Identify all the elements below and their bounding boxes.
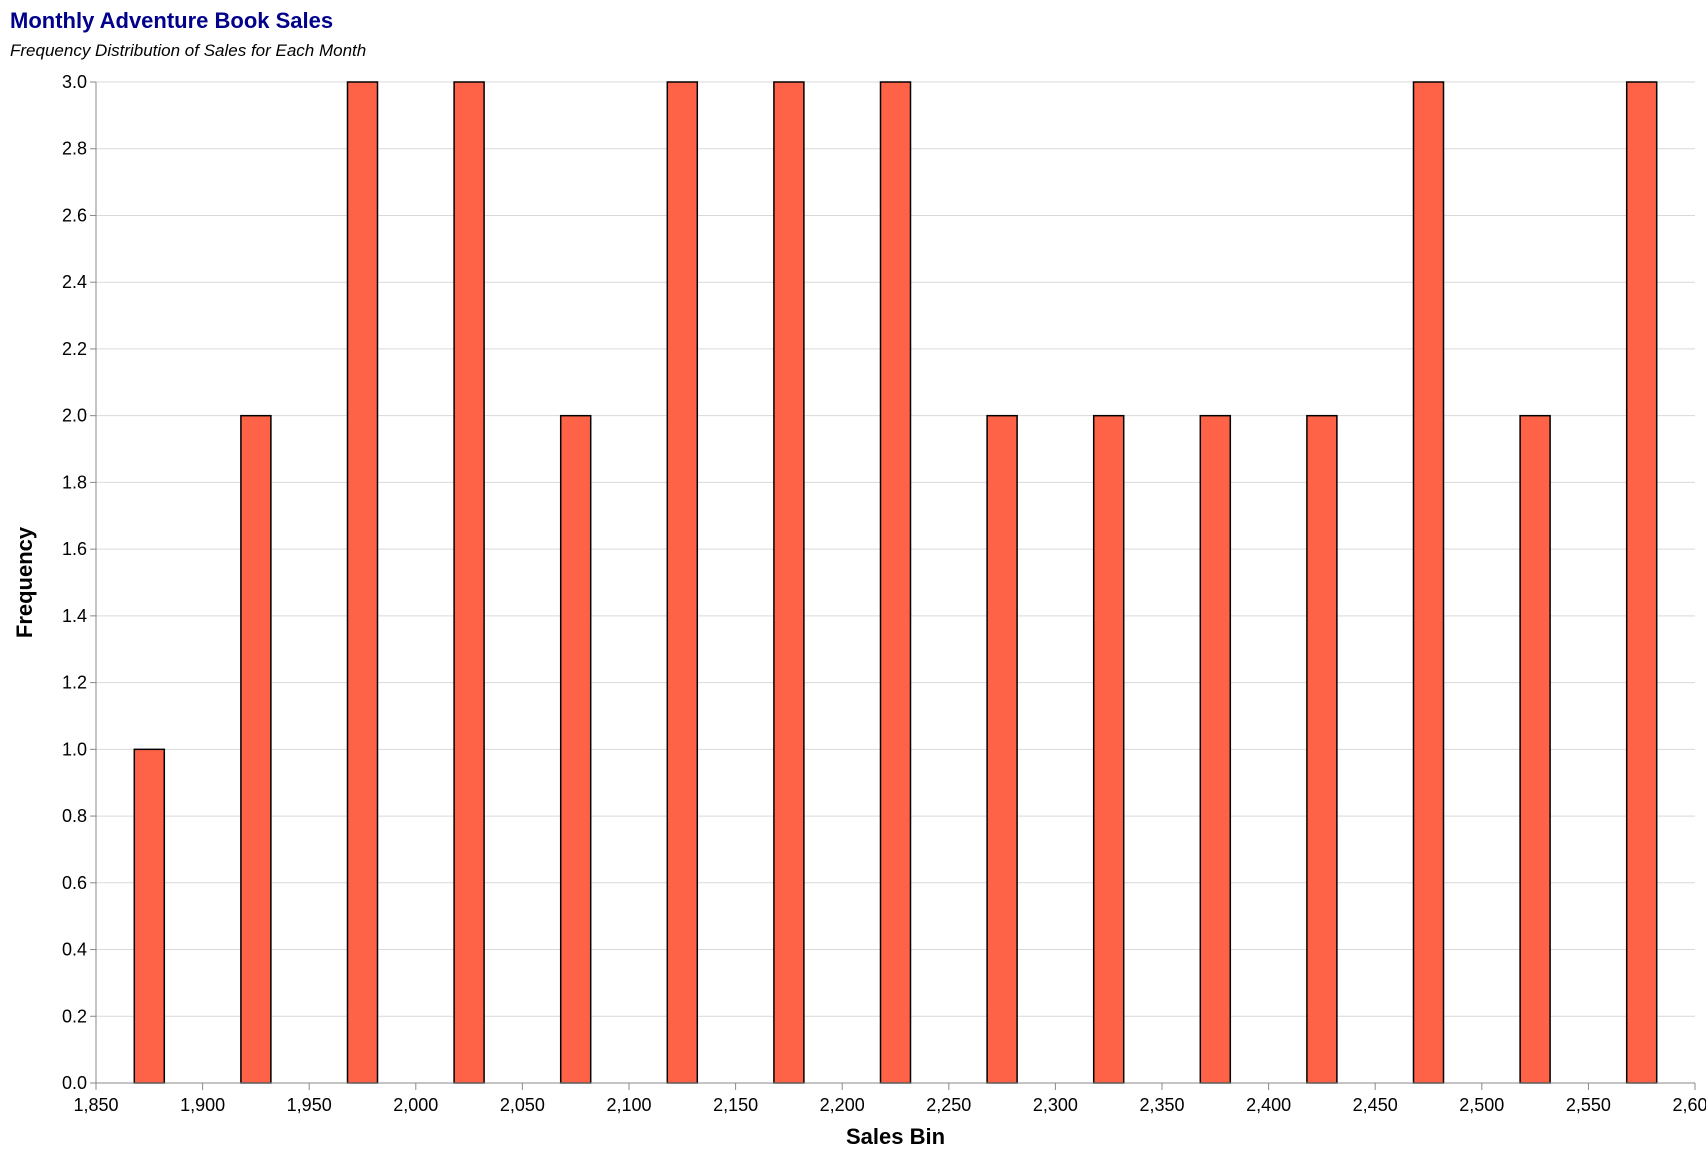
x-tick-label: 2,550 [1566, 1095, 1611, 1115]
y-tick-label: 1.4 [62, 606, 87, 626]
chart-subtitle: Frequency Distribution of Sales for Each… [10, 41, 367, 60]
y-axis-title: Frequency [12, 526, 37, 638]
bar [1199, 414, 1232, 1084]
axes [90, 81, 1696, 1090]
y-tick-label: 0.0 [62, 1073, 87, 1093]
x-tick-label: 2,100 [606, 1095, 651, 1115]
x-tick-label: 2,000 [393, 1095, 438, 1115]
x-tick-label: 2,250 [926, 1095, 971, 1115]
x-tick-label: 2,400 [1246, 1095, 1291, 1115]
y-tick-label: 1.6 [62, 539, 87, 559]
x-tick-label: 1,900 [180, 1095, 225, 1115]
x-tick-label: 1,950 [287, 1095, 332, 1115]
x-tick-label: 2,450 [1353, 1095, 1398, 1115]
bar [773, 81, 805, 1084]
y-tick-label: 1.8 [62, 472, 87, 492]
bar [1306, 414, 1338, 1084]
x-tick-label: 2,200 [820, 1095, 865, 1115]
bar [986, 414, 1018, 1084]
x-tick-label: 1,850 [73, 1095, 118, 1115]
x-tick-label: 2,300 [1033, 1095, 1078, 1115]
tick-labels: 0.0 0.2 0.4 0.6 0.8 1.0 1.2 1.4 1.6 1.8 2.0 2.2 2.4 2… [62, 72, 1706, 1115]
bar [1412, 81, 1445, 1084]
bar [1625, 81, 1658, 1084]
y-tick-label: 3.0 [62, 72, 87, 92]
y-tick-label: 0.6 [62, 873, 87, 893]
y-tick-label: 0.8 [62, 806, 87, 826]
x-tick-label: 2,500 [1459, 1095, 1504, 1115]
bars [133, 81, 1658, 1084]
x-tick-label: 2,150 [713, 1095, 758, 1115]
y-tick-label: 2.0 [62, 406, 87, 426]
y-tick-label: 1.2 [62, 673, 87, 693]
y-tick-label: 0.4 [62, 940, 87, 960]
y-tick-label: 2.8 [62, 139, 87, 159]
y-tick-label: 2.4 [62, 272, 87, 292]
bar [1519, 414, 1551, 1084]
bar [879, 81, 912, 1084]
bar [346, 81, 379, 1084]
bar [133, 748, 166, 1084]
x-tick-label: 2,600 [1672, 1095, 1706, 1115]
y-tick-label: 2.2 [62, 339, 87, 359]
bar [666, 81, 699, 1084]
bar [453, 81, 485, 1084]
bar [1092, 414, 1125, 1084]
bar [559, 414, 592, 1084]
y-tick-label: 0.2 [62, 1006, 87, 1026]
bar [240, 414, 272, 1084]
x-tick-label: 2,350 [1139, 1095, 1184, 1115]
x-tick-label: 2,050 [500, 1095, 545, 1115]
y-tick-label: 1.0 [62, 739, 87, 759]
x-axis-title: Sales Bin [846, 1124, 945, 1149]
y-tick-label: 2.6 [62, 205, 87, 225]
chart-title: Monthly Adventure Book Sales [10, 8, 334, 33]
